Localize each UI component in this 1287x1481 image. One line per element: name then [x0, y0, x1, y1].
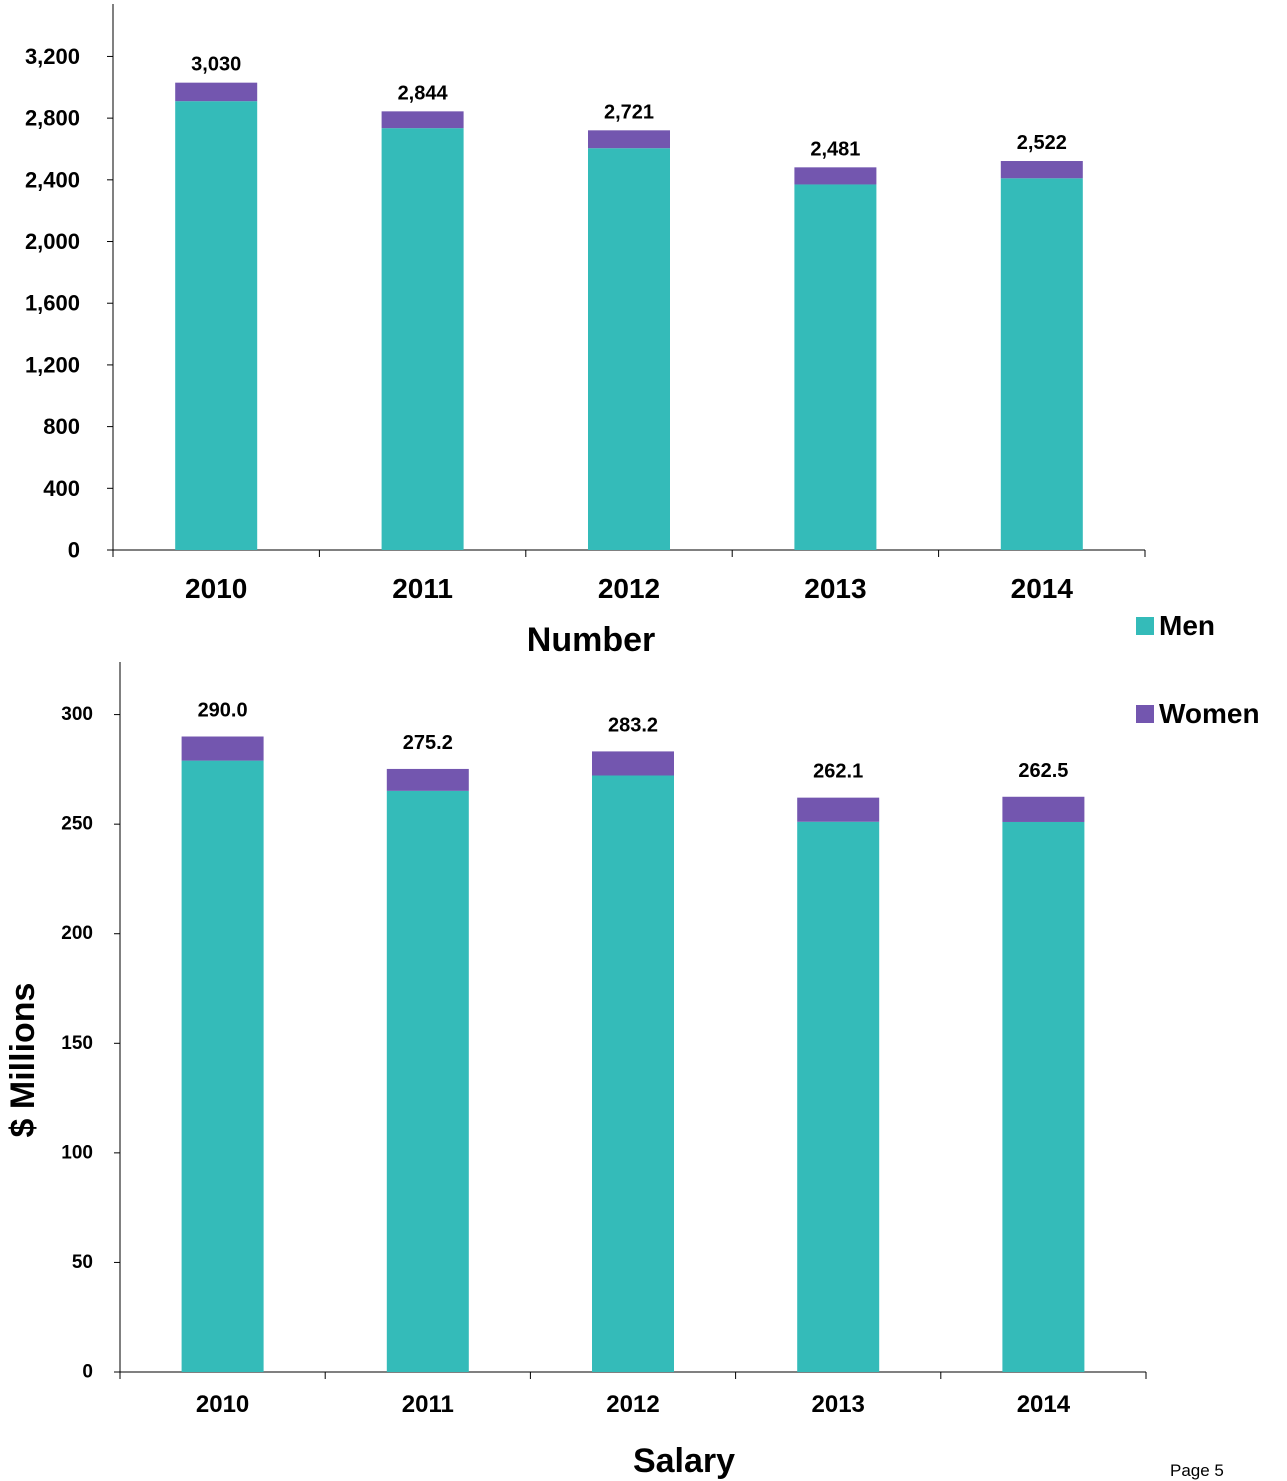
y-tick-label: 50 — [72, 1252, 93, 1273]
data-label-total-2014: 2,522 — [1017, 132, 1067, 154]
bar-men-2010 — [175, 101, 258, 550]
y-tick-label: 150 — [61, 1033, 93, 1054]
bar-men-2011 — [386, 790, 469, 1372]
x-tick-label: 2013 — [812, 1391, 865, 1418]
y-axis-title: $ Millions — [4, 983, 42, 1138]
bar-women-2013 — [797, 797, 880, 822]
data-label-total-2012: 283.2 — [608, 714, 658, 736]
bar-men-2013 — [794, 184, 877, 550]
x-tick-label: 2012 — [598, 573, 660, 604]
y-tick-label: 250 — [61, 814, 93, 835]
x-tick-label: 2012 — [606, 1391, 659, 1418]
bar-women-2010 — [181, 736, 264, 761]
x-tick-label: 2014 — [1011, 573, 1074, 604]
y-tick-label: 1,600 — [25, 291, 80, 316]
data-label-total-2013: 2,481 — [810, 138, 860, 160]
y-tick-label: 0 — [68, 538, 80, 563]
y-tick-label: 1,200 — [25, 352, 80, 377]
y-tick-label: 400 — [43, 476, 80, 501]
x-tick-label: 2014 — [1017, 1391, 1071, 1418]
y-tick-label: 3,200 — [25, 44, 80, 69]
y-tick-label: 200 — [61, 923, 93, 944]
y-tick-label: 0 — [82, 1362, 93, 1383]
bar-women-2012 — [588, 130, 670, 149]
data-label-total-2010: 3,030 — [191, 54, 241, 76]
data-label-total-2011: 2,844 — [398, 82, 449, 104]
bar-men-2013 — [797, 821, 880, 1372]
legend-item-men: Men — [1136, 610, 1215, 642]
bar-women-2010 — [175, 82, 258, 102]
legend-swatch-men — [1136, 617, 1154, 635]
legend-label-women: Women — [1159, 698, 1260, 729]
data-label-total-2014: 262.5 — [1018, 760, 1068, 782]
bar-women-2014 — [1002, 796, 1085, 822]
bar-women-2011 — [381, 111, 464, 129]
y-tick-label: 100 — [61, 1142, 93, 1163]
x-tick-label: 2013 — [804, 573, 866, 604]
bar-men-2014 — [1000, 178, 1083, 550]
legend-item-women: Women — [1136, 698, 1260, 730]
y-tick-label: 300 — [61, 704, 93, 725]
legend-label-men: Men — [1159, 610, 1215, 641]
y-tick-label: 2,800 — [25, 106, 80, 131]
data-label-total-2011: 275.2 — [403, 732, 453, 754]
bar-women-2014 — [1000, 161, 1083, 179]
data-label-total-2013: 262.1 — [813, 761, 863, 783]
y-tick-label: 2,000 — [25, 229, 80, 254]
data-label-total-2012: 2,721 — [604, 101, 654, 123]
x-tick-label: 2010 — [185, 573, 247, 604]
bar-women-2011 — [386, 768, 469, 791]
y-tick-label: 2,400 — [25, 167, 80, 192]
data-label-total-2010: 290.0 — [198, 700, 248, 722]
bar-men-2012 — [592, 775, 674, 1372]
salary-chart: 0 50 100 150 200 250 300 290.0 2010 275.2 2011 283.… — [4, 662, 1147, 1480]
x-axis-title: Salary — [633, 1442, 735, 1480]
bar-women-2013 — [794, 167, 877, 185]
legend-swatch-women — [1136, 705, 1154, 723]
bar-men-2010 — [181, 760, 264, 1372]
x-tick-label: 2011 — [392, 573, 453, 604]
bar-men-2011 — [381, 128, 464, 550]
y-tick-label: 800 — [43, 414, 80, 439]
bar-men-2012 — [588, 148, 670, 551]
x-tick-label: 2010 — [196, 1391, 249, 1418]
x-axis-title: Number — [527, 621, 655, 659]
number-chart: 0 400 800 1,200 1,600 2,000 2,400 2,800 3,200 3,0… — [25, 4, 1146, 659]
page-number: Page 5 — [1170, 1461, 1224, 1480]
bar-men-2014 — [1002, 821, 1085, 1372]
x-tick-label: 2011 — [402, 1391, 454, 1418]
bar-women-2012 — [592, 751, 674, 776]
